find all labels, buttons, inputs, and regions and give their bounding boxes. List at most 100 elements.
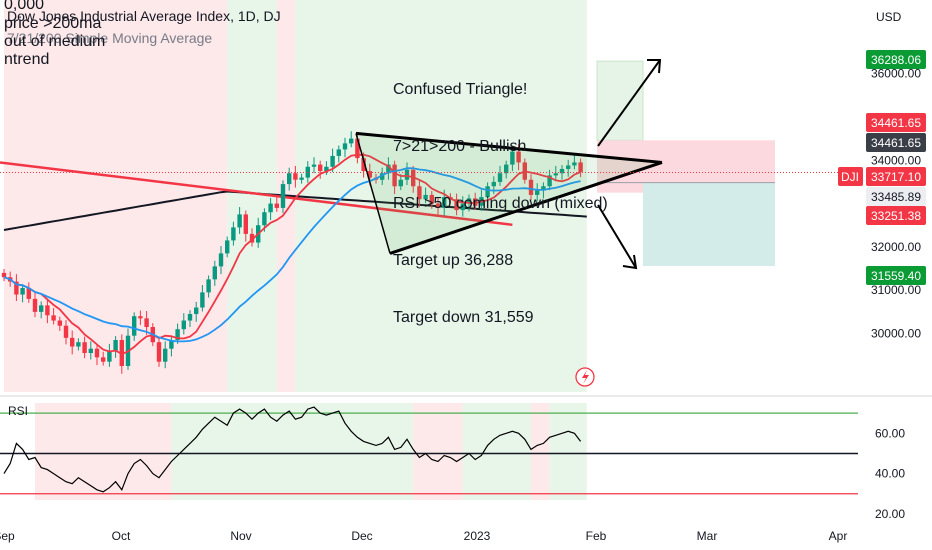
- price-axis-tick: 34000.00: [871, 153, 921, 167]
- price-badge-label: 34461.65: [871, 116, 921, 130]
- triangle-fill: [356, 133, 662, 254]
- time-axis-tick: Mar: [697, 529, 718, 543]
- candle: [516, 151, 521, 163]
- ma21-line: [3, 167, 581, 343]
- rsi-zone: [413, 403, 463, 500]
- candle: [32, 298, 38, 312]
- candle: [26, 288, 31, 299]
- ma200-line: [3, 190, 587, 231]
- annotation-line: RSI >50 coming down (mixed): [393, 195, 608, 212]
- candle: [243, 214, 248, 234]
- price-badge: [866, 187, 926, 206]
- triangle-left: [355, 133, 391, 254]
- downtrend-line: [0, 161, 513, 227]
- overlay-line-2: price >200ma: [4, 15, 102, 32]
- time-axis-tick: 2023: [464, 529, 491, 543]
- candle: [429, 194, 434, 204]
- candle: [169, 340, 174, 349]
- candle: [311, 164, 317, 167]
- candle: [299, 177, 304, 180]
- candle: [156, 342, 162, 362]
- candle: [367, 171, 372, 178]
- candle: [200, 292, 205, 308]
- candle: [553, 173, 558, 176]
- annotation-line: Target up 36,288: [393, 252, 514, 269]
- candle: [107, 351, 112, 362]
- candle: [138, 316, 143, 319]
- candle: [336, 149, 341, 156]
- candle: [262, 212, 267, 226]
- candle: [386, 164, 391, 174]
- ma7-line: [3, 153, 581, 355]
- price-badge: [866, 50, 926, 69]
- candle: [460, 203, 465, 211]
- rsi-zone: [462, 403, 531, 500]
- symbol-badge-label: DJI: [841, 170, 859, 184]
- rsi-line: [3, 406, 582, 493]
- candle: [473, 198, 478, 206]
- candle: [88, 348, 93, 354]
- triangle-lower: [389, 161, 663, 255]
- candle: [541, 186, 546, 191]
- candle: [175, 329, 180, 341]
- candle: [206, 279, 211, 293]
- candle: [504, 164, 509, 174]
- candle: [324, 166, 329, 172]
- annotation-line: Target down 31,559: [393, 309, 534, 326]
- candle: [528, 179, 534, 195]
- candle: [572, 162, 577, 166]
- candle: [547, 175, 552, 187]
- candle: [318, 164, 323, 172]
- price-axis-tick: 32000.00: [871, 240, 921, 254]
- time-axis-tick: Sep: [0, 529, 15, 543]
- annotation-line: Confused Triangle!: [393, 81, 528, 98]
- candle: [435, 203, 441, 208]
- candle: [559, 168, 565, 174]
- overlay-line-3: out of medium: [4, 33, 106, 50]
- candle: [231, 227, 236, 241]
- candle: [14, 281, 19, 295]
- candle: [268, 203, 273, 213]
- candle: [398, 179, 403, 187]
- candle: [380, 173, 385, 180]
- annotation-line: 7>21>200 - Bullish: [393, 138, 527, 155]
- price-badge-label: 33717.10: [871, 170, 921, 184]
- rsi-zone: [531, 403, 550, 500]
- price-badge-label: 33251.38: [871, 209, 921, 223]
- candle: [404, 169, 410, 180]
- rsi-axis-tick: 60.00: [875, 426, 905, 440]
- candle: [442, 197, 447, 208]
- time-axis-tick: Dec: [351, 529, 372, 543]
- price-axis-tick: 36000.00: [871, 67, 921, 81]
- candle: [194, 307, 199, 315]
- candle: [330, 155, 335, 167]
- candle: [45, 305, 50, 316]
- time-axis-tick: Apr: [829, 529, 848, 543]
- price-badge-label: 36288.06: [871, 53, 921, 67]
- price-badge: [866, 133, 926, 152]
- candle: [212, 266, 217, 280]
- rsi-axis-tick: 40.00: [875, 467, 905, 481]
- candle: [132, 316, 137, 336]
- triangle-upper: [355, 131, 663, 164]
- candle: [485, 186, 490, 198]
- candle: [20, 288, 25, 295]
- candle: [578, 162, 583, 172]
- arrow-up-head: [647, 59, 662, 74]
- candle: [187, 314, 193, 321]
- price-axis-tick: 31000.00: [871, 283, 921, 297]
- candle: [163, 348, 168, 362]
- overlay-line-4: ntrend: [4, 51, 50, 68]
- candle: [423, 194, 428, 200]
- candle: [57, 320, 62, 326]
- candle: [454, 199, 459, 211]
- candle: [1, 272, 7, 278]
- candle: [417, 186, 422, 200]
- candle: [535, 190, 540, 195]
- rsi-zone: [549, 403, 587, 500]
- candle: [355, 138, 360, 159]
- arrow-down-head: [622, 254, 638, 270]
- target-up-box: [596, 60, 644, 141]
- candle: [349, 138, 354, 144]
- price-axis-tick: 30000.00: [871, 327, 921, 341]
